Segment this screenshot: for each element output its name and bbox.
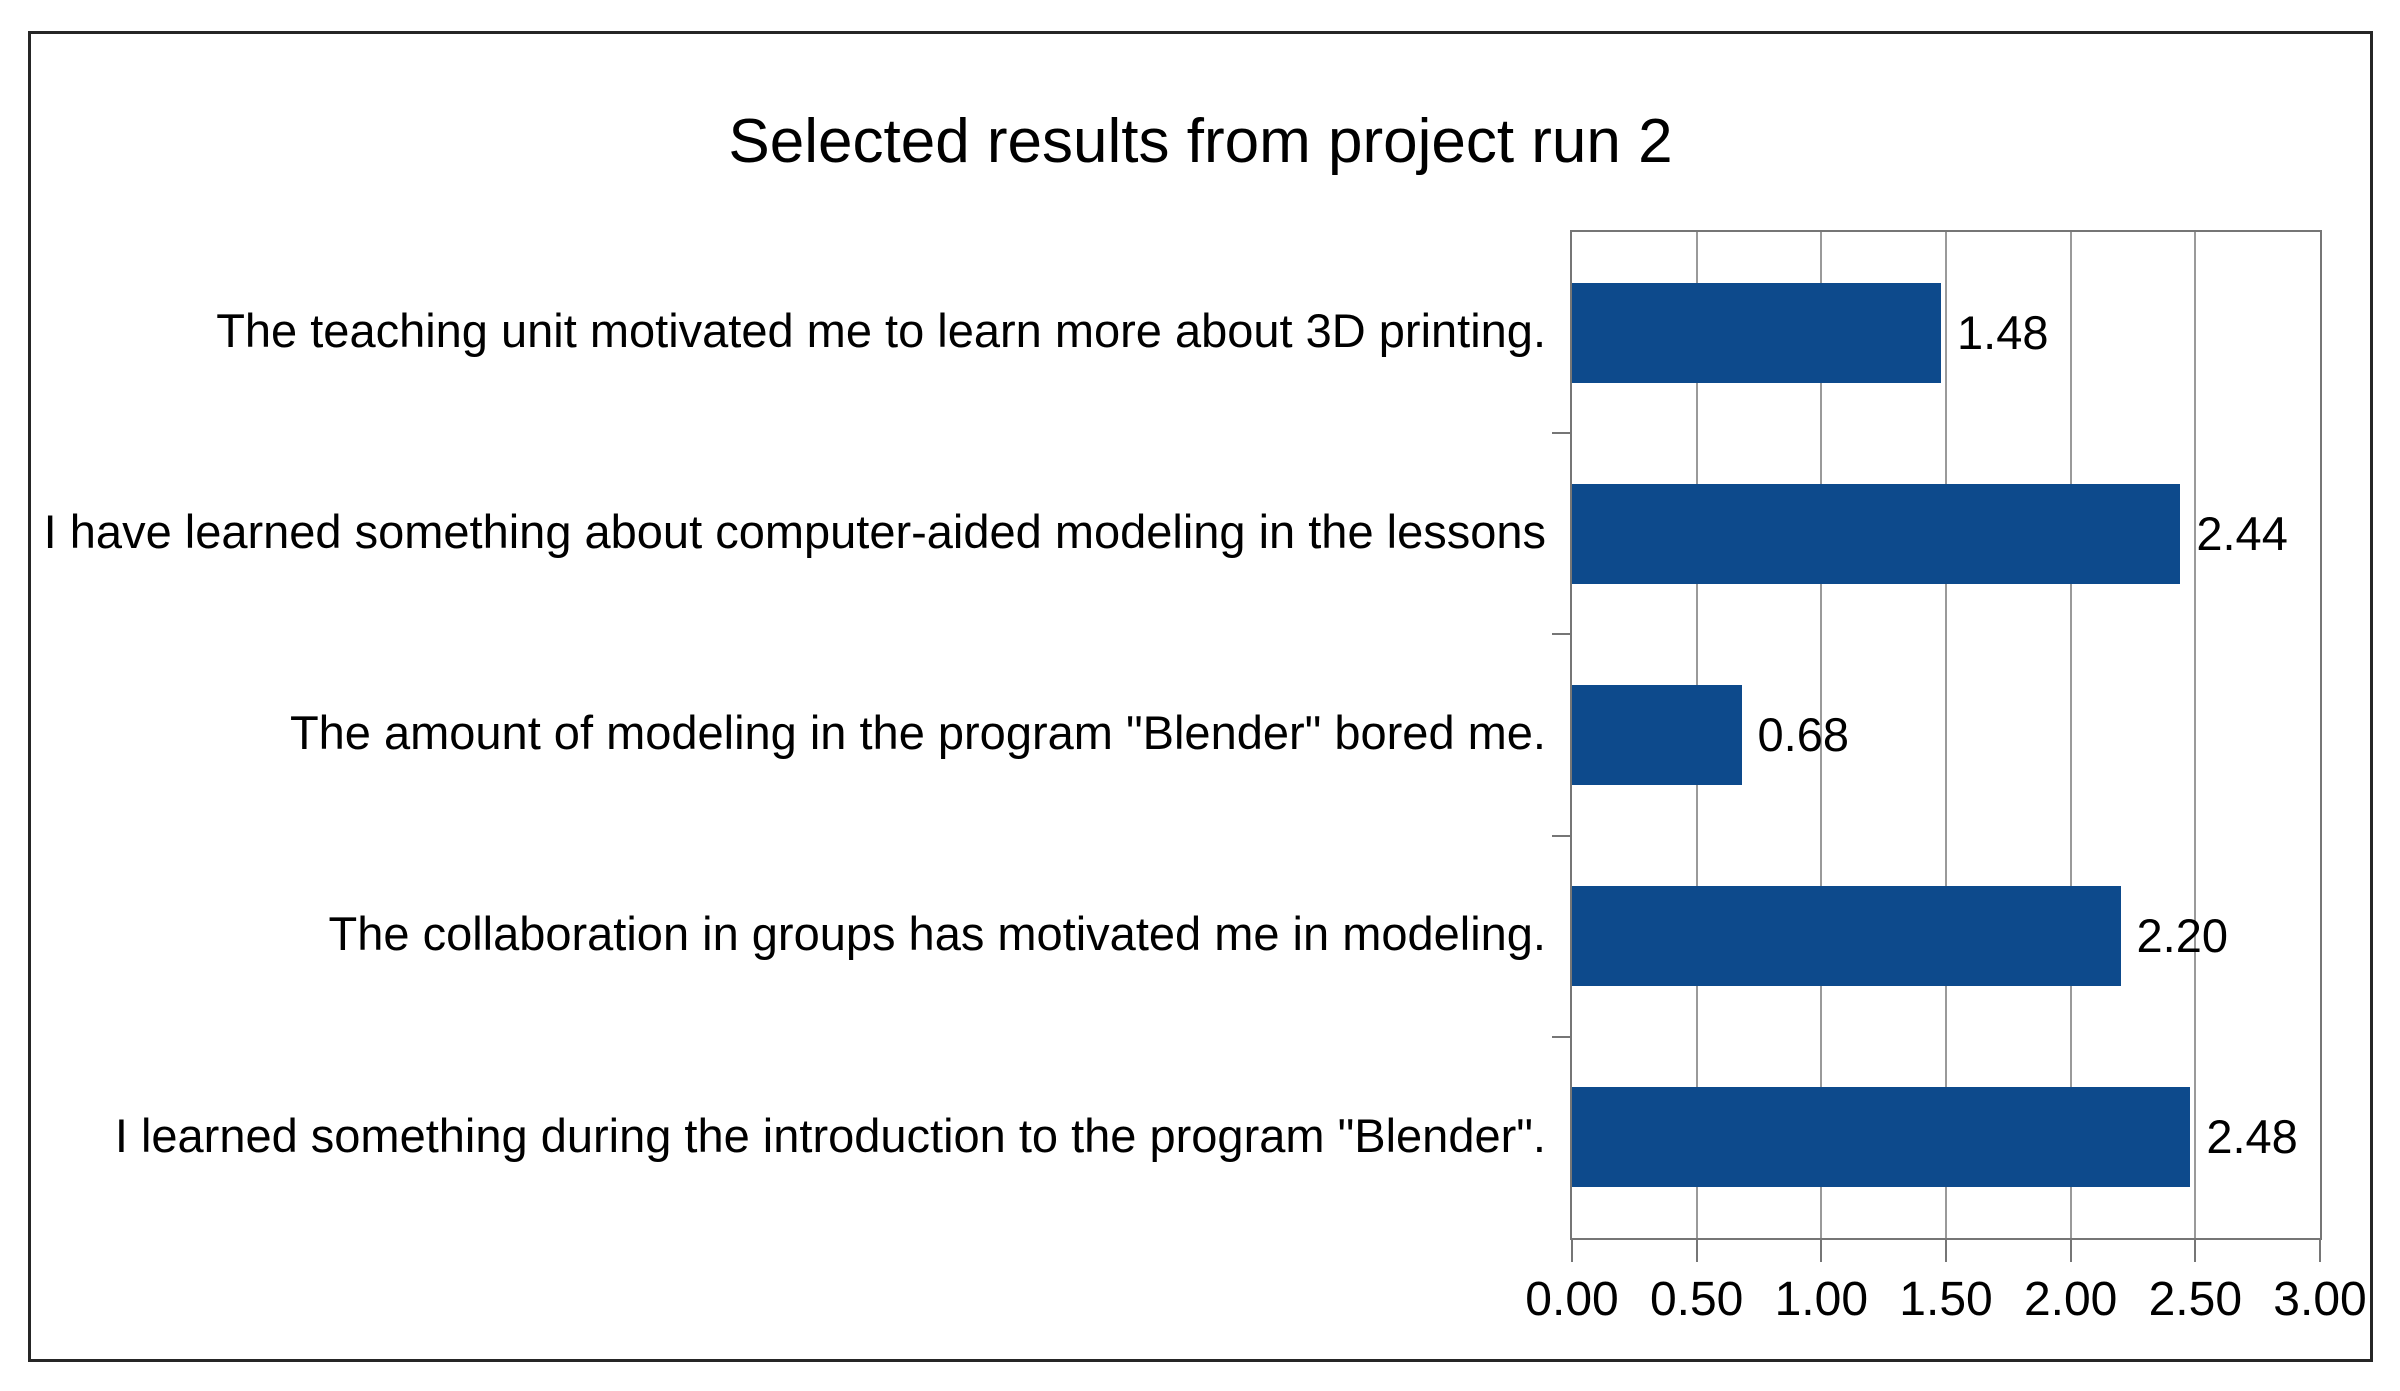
bar-value-label: 1.48: [1957, 305, 2049, 359]
x-tick-label: 0.00: [1525, 1273, 1619, 1326]
x-tick: [1695, 1240, 1698, 1262]
bar-value-label: 0.68: [1757, 708, 1850, 761]
bar-value-label: 2.20: [2136, 909, 2229, 963]
plot-area: 1.48 2.44 0.68 2.20 2.48: [1570, 230, 2322, 1240]
bar: [1572, 886, 2121, 987]
x-tick: [1571, 1240, 1573, 1262]
y-tick: [1552, 1035, 1572, 1038]
category-label: I have learned something about computer-…: [43, 504, 1546, 558]
category-row: The teaching unit motivated me to learn …: [40, 230, 1546, 432]
y-tick: [1552, 633, 1572, 636]
x-tick: [1820, 1240, 1823, 1262]
bar: [1572, 1087, 2191, 1188]
bar: [1572, 685, 1742, 785]
bar-value-label: 2.44: [2196, 506, 2288, 560]
category-label: I learned something during the introduct…: [114, 1108, 1546, 1162]
x-tick: [2319, 1240, 2321, 1262]
category-label: The amount of modeling in the program "B…: [289, 706, 1546, 760]
category-axis-labels: The teaching unit motivated me to learn …: [40, 230, 1546, 1240]
x-tick: [2069, 1240, 2072, 1262]
x-tick-label: 1.50: [1899, 1273, 1993, 1326]
category-row: I have learned something about computer-…: [40, 431, 1546, 633]
y-tick: [1552, 834, 1572, 837]
gridline: [2069, 232, 2072, 1238]
x-tick-label: 0.50: [1649, 1273, 1744, 1326]
x-tick-label: 2.00: [2023, 1273, 2118, 1326]
x-tick: [1945, 1240, 1947, 1262]
gridline: [1945, 232, 1947, 1238]
category-row: I learned something during the introduct…: [40, 1035, 1546, 1237]
gridline: [2194, 232, 2197, 1238]
bar-value-label: 2.48: [2206, 1110, 2298, 1164]
chart-title: Selected results from project run 2: [728, 107, 1673, 176]
bar: [1572, 483, 2181, 584]
category-row: The amount of modeling in the program "B…: [40, 632, 1546, 834]
y-tick: [1552, 432, 1572, 435]
x-tick-label: 3.00: [2273, 1273, 2367, 1326]
bar: [1572, 282, 1941, 383]
category-row: The collaboration in groups has motivate…: [40, 834, 1546, 1036]
x-tick-label: 1.00: [1774, 1273, 1869, 1326]
category-label: The teaching unit motivated me to learn …: [216, 303, 1546, 357]
gridline: [1820, 232, 1823, 1238]
category-label: The collaboration in groups has motivate…: [328, 907, 1546, 961]
x-tick-label: 2.50: [2148, 1273, 2243, 1326]
x-tick: [2194, 1240, 2197, 1262]
